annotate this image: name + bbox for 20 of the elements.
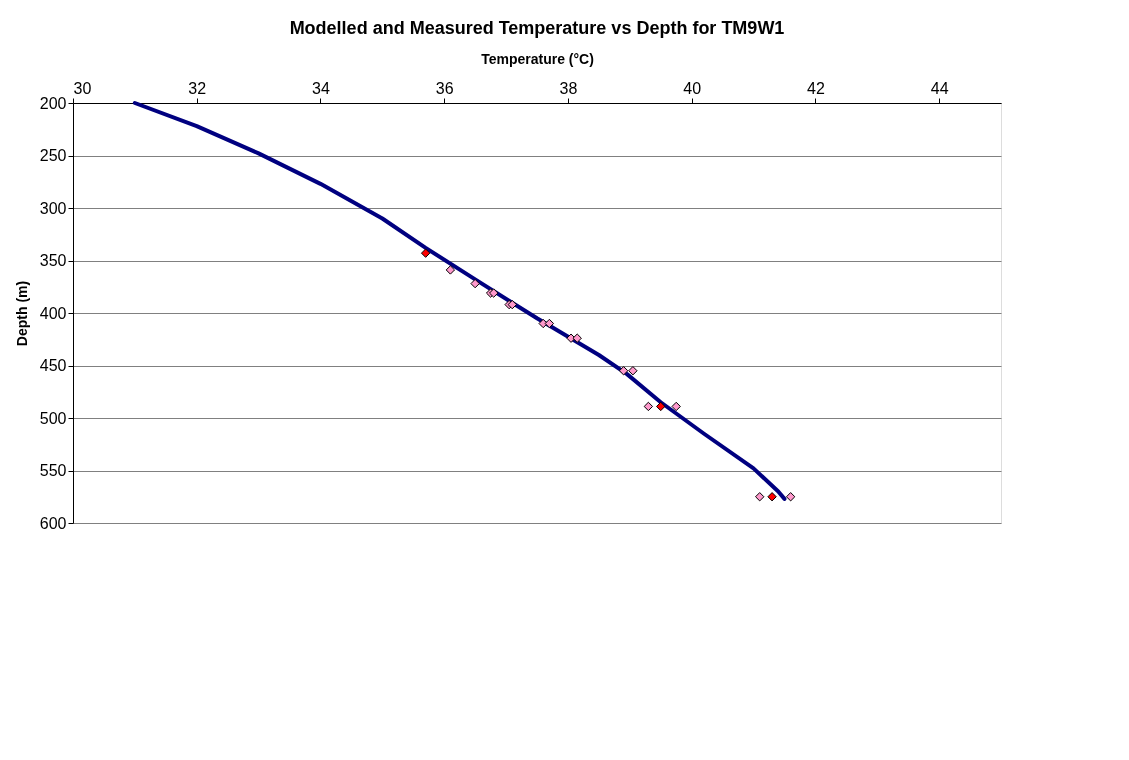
x-tick-label: 40: [683, 79, 702, 97]
y-tick-label: 600: [39, 514, 67, 532]
x-tick-label: 42: [807, 79, 825, 97]
x-axis-title: Temperature (°C): [481, 50, 594, 67]
x-tick-label: 44: [930, 79, 949, 97]
x-tick-label: 36: [435, 79, 454, 97]
x-tick-label: 32: [188, 79, 207, 97]
y-tick-label: 400: [39, 304, 67, 322]
y-tick-label: 350: [39, 252, 67, 269]
y-tick-label: 500: [39, 409, 67, 427]
y-tick-label: 450: [39, 357, 67, 374]
x-tick-label: 30: [73, 79, 92, 97]
x-tick-label: 38: [559, 79, 578, 97]
y-tick-label: 300: [39, 199, 67, 217]
y-axis-title: Depth (m): [13, 280, 30, 347]
y-tick-label: 200: [39, 94, 67, 112]
chart-title: Modelled and Measured Temperature vs Depth for TM9W1: [289, 18, 785, 38]
y-tick-label: 250: [39, 147, 67, 164]
y-tick-label: 550: [39, 462, 67, 479]
x-tick-label: 34: [312, 79, 330, 97]
